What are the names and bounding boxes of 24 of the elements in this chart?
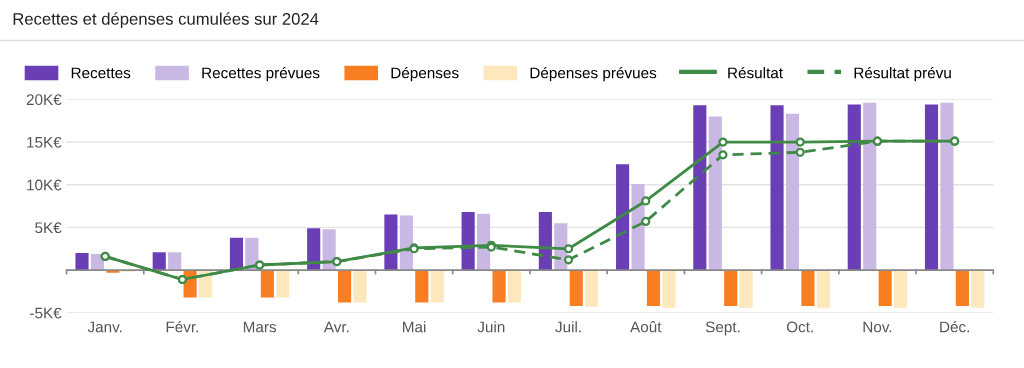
x-tick-label: Juil. xyxy=(555,321,581,333)
legend-label: Dépenses xyxy=(391,66,459,82)
x-tick-label: Oct. xyxy=(786,321,813,333)
x-tick-label: Avr. xyxy=(323,321,349,333)
legend-label: Dépenses prévues xyxy=(530,66,657,82)
x-tick-label: Janv. xyxy=(87,321,122,333)
legend-label: Recettes prévues xyxy=(202,66,320,82)
legend-label: Résultat prévu xyxy=(854,66,951,82)
x-tick-label: Mars xyxy=(243,321,277,333)
y-tick-label: 20K€ xyxy=(26,94,62,106)
x-tick-label: Déc. xyxy=(940,320,969,333)
y-tick-label: -5K€ xyxy=(30,307,62,319)
x-tick-label: Juin xyxy=(477,321,505,333)
x-tick-label: Sept. xyxy=(705,321,740,336)
x-tick-label: Nov. xyxy=(863,321,892,333)
x-tick-label: Août xyxy=(630,321,662,333)
y-tick-label: 15K€ xyxy=(27,136,62,148)
y-tick-label: 5K€ xyxy=(35,222,62,234)
chart-title: Recettes et dépenses cumulées sur 2024 xyxy=(13,12,319,29)
legend-label: Résultat xyxy=(728,66,783,79)
x-tick-label: Mai xyxy=(403,321,426,333)
legend-label: Recettes xyxy=(71,67,131,79)
x-tick-label: Févr. xyxy=(166,320,198,333)
y-tick-label: 10K€ xyxy=(27,179,62,191)
